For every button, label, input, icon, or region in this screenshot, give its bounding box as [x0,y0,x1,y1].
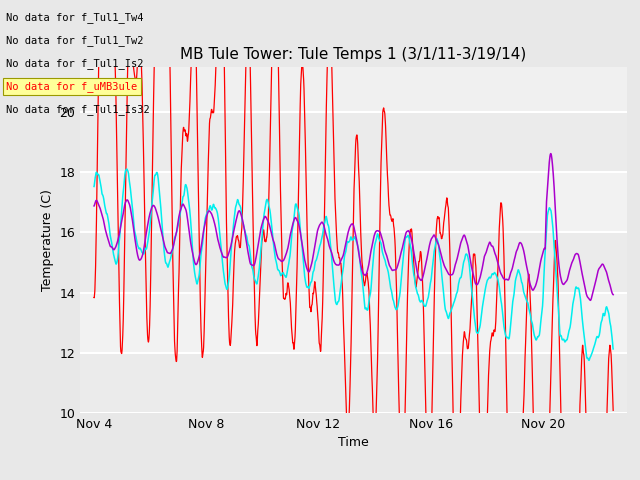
Bar [80,353,627,413]
Bar [80,172,627,232]
Text: No data for f_Tul1_Is32: No data for f_Tul1_Is32 [6,104,150,115]
Bar [80,232,627,293]
X-axis label: Time: Time [338,436,369,449]
Text: No data for f_Tul1_Tw2: No data for f_Tul1_Tw2 [6,35,144,46]
Y-axis label: Temperature (C): Temperature (C) [41,189,54,291]
Text: No data for f_Tul1_Is2: No data for f_Tul1_Is2 [6,58,144,69]
Text: No data for f_uMB3ule: No data for f_uMB3ule [6,81,138,92]
Title: MB Tule Tower: Tule Temps 1 (3/1/11-3/19/14): MB Tule Tower: Tule Temps 1 (3/1/11-3/19… [180,47,527,62]
Text: No data for f_Tul1_Tw4: No data for f_Tul1_Tw4 [6,12,144,23]
Bar [80,293,627,353]
Bar [80,112,627,172]
